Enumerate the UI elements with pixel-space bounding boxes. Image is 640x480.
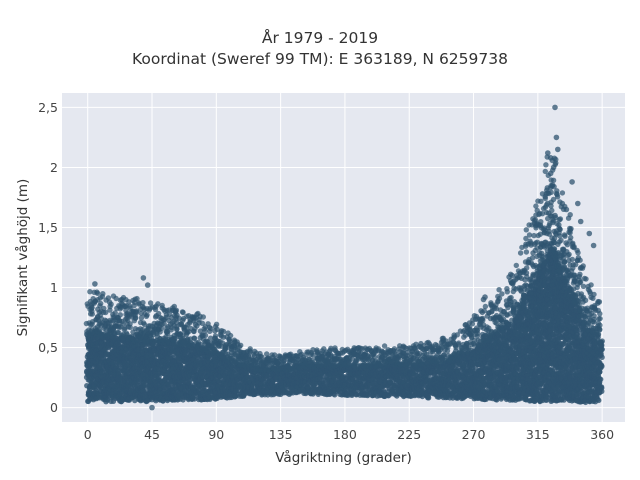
scatter-point <box>117 312 124 318</box>
scatter-point <box>205 321 211 327</box>
scatter-point <box>191 335 198 341</box>
scatter-point <box>183 324 189 330</box>
chart-title: År 1979 - 2019 <box>261 29 379 47</box>
scatter-point <box>99 293 106 300</box>
scatter-point <box>226 338 233 344</box>
scatter-point <box>119 300 125 306</box>
scatter-point <box>98 300 104 307</box>
scatter-point <box>127 324 133 331</box>
scatter-point <box>105 295 112 301</box>
scatter-point <box>119 296 125 303</box>
scatter-point <box>94 289 100 295</box>
scatter-point <box>101 305 107 312</box>
scatter-point <box>158 325 165 332</box>
scatter-point <box>202 328 208 334</box>
scatter-point <box>96 364 102 370</box>
scatter-point <box>238 342 244 348</box>
scatter-point <box>140 320 147 326</box>
scatter-point <box>200 314 206 320</box>
scatter-point <box>113 295 119 302</box>
scatter-point <box>180 309 186 316</box>
scatter-point <box>227 332 234 339</box>
points-layer <box>83 104 605 411</box>
scatter-point <box>184 330 190 336</box>
scatter-point <box>144 312 150 318</box>
scatter-point <box>327 348 333 354</box>
scatter-point <box>87 289 93 295</box>
scatter-point <box>126 299 132 305</box>
scatter-point <box>103 309 109 316</box>
scatter-point <box>132 296 138 302</box>
chart-subtitle: Koordinat (Sweref 99 TM): E 363189, N 62… <box>132 50 508 68</box>
scatter-point <box>96 326 102 333</box>
scatter-point <box>124 310 131 316</box>
scatter-point <box>120 321 126 327</box>
scatter-point <box>123 330 130 336</box>
scatter-point <box>116 324 122 331</box>
scatter-point <box>222 346 229 352</box>
scatter-point <box>132 315 139 321</box>
scatter-point <box>89 308 95 315</box>
scatter-point <box>127 303 133 309</box>
scatter-point <box>300 354 307 361</box>
scatter-point <box>108 301 114 307</box>
scatter-point <box>131 302 137 309</box>
scatter-point <box>173 307 180 313</box>
scatter-point <box>112 310 118 316</box>
